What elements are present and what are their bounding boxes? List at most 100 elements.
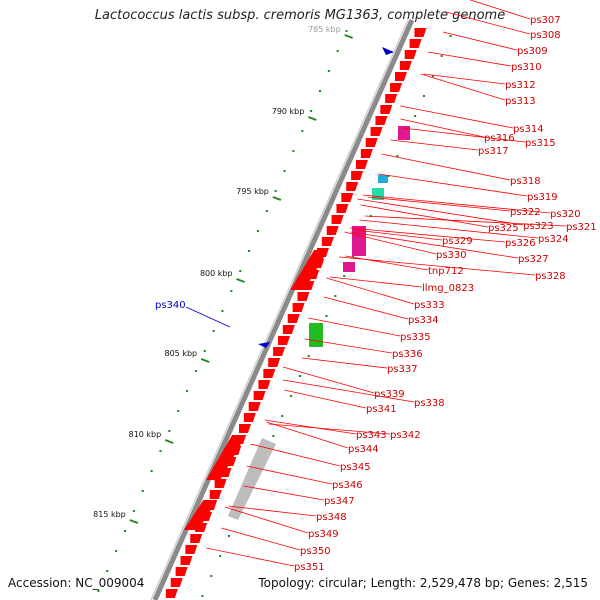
cds-feature[interactable] [399, 61, 412, 70]
feature-label[interactable]: ps348 [316, 512, 347, 523]
feature-label[interactable]: tnp712 [428, 266, 464, 277]
special-feature[interactable] [398, 126, 410, 140]
feature-label[interactable]: ps317 [478, 146, 509, 157]
feature-label[interactable]: ps350 [300, 546, 331, 557]
feature-label[interactable]: ps322 [510, 207, 541, 218]
feature-label[interactable]: ps318 [510, 176, 541, 187]
feature-label[interactable]: ps320 [550, 209, 581, 220]
cds-feature[interactable] [243, 413, 256, 422]
cds-feature[interactable] [297, 292, 310, 301]
feature-label[interactable]: ps314 [513, 124, 544, 135]
cds-feature[interactable] [287, 314, 300, 323]
feature-label[interactable]: ps345 [340, 462, 371, 473]
cds-feature[interactable] [375, 116, 388, 125]
cds-feature[interactable] [214, 479, 227, 488]
feature-label-highlight[interactable]: ps340 [155, 300, 186, 311]
feature-labels[interactable]: ps307 ps308 ps309 ps310 ps312 ps313 ps314ps316… [155, 15, 597, 573]
cds-feature[interactable] [341, 193, 354, 202]
special-feature[interactable] [378, 175, 388, 183]
feature-label[interactable]: ps339 [374, 389, 405, 400]
feature-label[interactable]: ps321 [566, 222, 597, 233]
cds-feature[interactable] [385, 94, 398, 103]
feature-label[interactable]: ps312 [505, 80, 536, 91]
feature-label[interactable]: ps347 [324, 496, 355, 507]
feature-label[interactable]: ps325 [488, 223, 519, 234]
feature-label[interactable]: llmg_0823 [422, 283, 474, 294]
cds-feature[interactable] [184, 500, 218, 530]
feature-label[interactable]: ps337 [387, 364, 418, 375]
cds-feature[interactable] [185, 545, 198, 554]
cds-feature[interactable] [209, 490, 222, 499]
feature-label[interactable]: ps327 [518, 254, 549, 265]
cds-feature[interactable] [282, 325, 295, 334]
feature-label[interactable]: ps341 [366, 404, 397, 415]
cds-feature[interactable] [321, 237, 334, 246]
cds-feature[interactable] [351, 171, 364, 180]
feature-label[interactable]: ps336 [392, 349, 423, 360]
cds-feature[interactable] [390, 83, 403, 92]
cds-feature[interactable] [175, 567, 188, 576]
cds-feature[interactable] [326, 226, 339, 235]
tick-dot [414, 115, 417, 117]
cds-feature[interactable] [206, 435, 247, 480]
cds-feature[interactable] [355, 160, 368, 169]
feature-label[interactable]: ps351 [294, 562, 325, 573]
feature-label[interactable]: ps316 [484, 133, 515, 144]
cds-feature[interactable] [409, 39, 422, 48]
cds-feature[interactable] [365, 138, 378, 147]
feature-label[interactable]: ps308 [530, 30, 561, 41]
scale-tick [307, 116, 317, 121]
feature-label[interactable]: ps346 [332, 480, 363, 491]
cds-feature[interactable] [238, 424, 251, 433]
feature-label[interactable]: ps323 [523, 221, 554, 232]
leader-line [402, 127, 526, 143]
cds-feature[interactable] [336, 204, 349, 213]
cds-feature[interactable] [263, 369, 276, 378]
special-feature[interactable] [309, 323, 323, 347]
feature-label[interactable]: ps310 [511, 62, 542, 73]
cds-feature[interactable] [170, 578, 183, 587]
cds-feature[interactable] [346, 182, 359, 191]
cds-feature[interactable] [258, 380, 271, 389]
cds-feature[interactable] [277, 336, 290, 345]
feature-label[interactable]: ps342 [390, 430, 421, 441]
feature-label[interactable]: ps319 [527, 192, 558, 203]
cds-feature[interactable] [380, 105, 393, 114]
feature-label[interactable]: ps309 [517, 46, 548, 57]
cds-feature[interactable] [331, 215, 344, 224]
feature-label[interactable]: ps329 [442, 236, 473, 247]
feature-label[interactable]: ps349 [308, 529, 339, 540]
cds-feature[interactable] [268, 358, 281, 367]
special-feature[interactable] [343, 262, 355, 272]
cds-feature[interactable] [253, 391, 266, 400]
feature-label[interactable]: ps326 [505, 238, 536, 249]
feature-label[interactable]: ps334 [408, 315, 439, 326]
feature-label[interactable]: ps315 [525, 138, 556, 149]
cds-feature[interactable] [292, 303, 305, 312]
cds-feature[interactable] [370, 127, 383, 136]
feature-label[interactable]: ps313 [505, 96, 536, 107]
cds-feature[interactable] [180, 556, 193, 565]
feature-label[interactable]: ps343 [356, 430, 387, 441]
feature-label[interactable]: ps328 [535, 271, 566, 282]
feature-label[interactable]: ps330 [436, 250, 467, 261]
cds-feature[interactable] [414, 28, 427, 37]
cds-feature[interactable] [360, 149, 373, 158]
cds-feature[interactable] [273, 347, 286, 356]
cds-feature[interactable] [190, 534, 203, 543]
feature-label[interactable]: ps335 [400, 332, 431, 343]
cds-feature[interactable] [394, 72, 407, 81]
feature-track[interactable] [165, 28, 427, 598]
feature-label[interactable]: ps307 [530, 15, 561, 26]
tick-dot [177, 410, 180, 412]
cds-feature[interactable] [290, 250, 329, 290]
pseudogene-feature[interactable] [228, 438, 276, 520]
feature-label[interactable]: ps324 [538, 234, 569, 245]
feature-label[interactable]: ps333 [414, 300, 445, 311]
feature-label[interactable]: ps344 [348, 444, 379, 455]
feature-label[interactable]: ps338 [414, 398, 445, 409]
cds-feature[interactable] [248, 402, 261, 411]
cds-feature[interactable] [165, 589, 178, 598]
cds-feature[interactable] [404, 50, 417, 59]
